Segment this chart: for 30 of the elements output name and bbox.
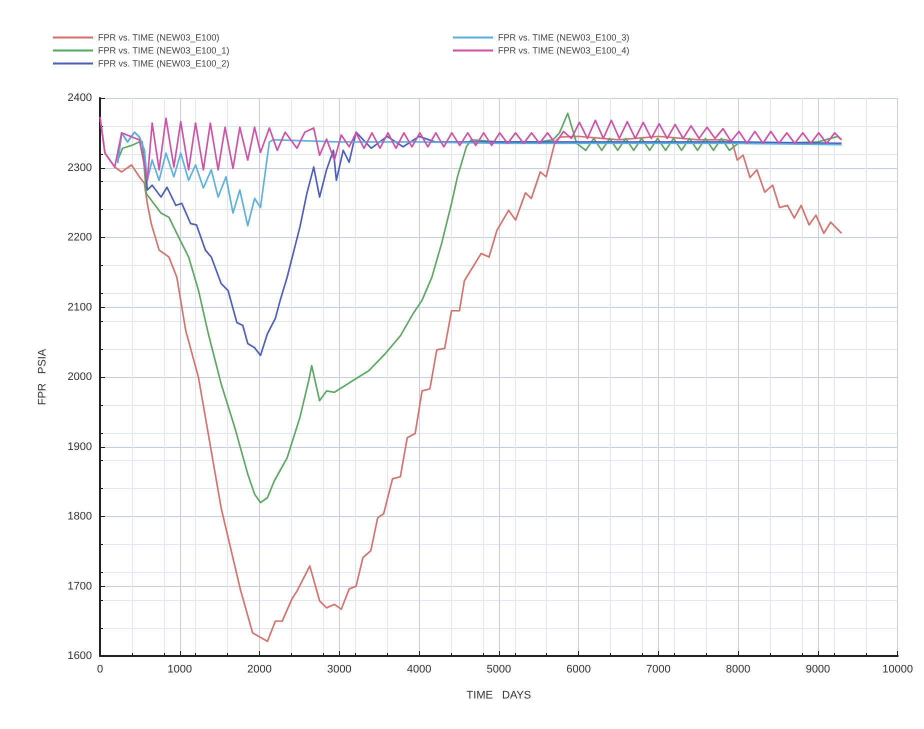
x-tick-label: 1000 — [168, 664, 192, 676]
line-series — [116, 131, 842, 226]
y-tick-label: 1700 — [68, 580, 92, 592]
x-tick-label: 2000 — [247, 664, 272, 676]
legend-label: FPR vs. TIME (NEW03_E100_3) — [498, 32, 630, 42]
x-tick-label: 0 — [96, 664, 104, 676]
legend-label: FPR vs. TIME (NEW03_E100) — [98, 32, 220, 42]
y-tick-label: 1900 — [68, 440, 92, 453]
y-tick-label: 1800 — [68, 510, 92, 522]
x-tick-label: 8000 — [726, 664, 750, 676]
x-tick-label: 5000 — [486, 664, 512, 676]
x-tick-label: 4000 — [406, 664, 432, 676]
legend-label: FPR vs. TIME (NEW03_E100_1) — [98, 46, 230, 56]
x-tick-label: 3000 — [327, 664, 352, 676]
x-tick-label: 10000 — [882, 664, 914, 676]
y-tick-label: 2000 — [68, 371, 92, 383]
legend-label: FPR vs. TIME (NEW03_E100_2) — [98, 58, 230, 68]
line-series — [99, 116, 842, 182]
line-series — [116, 112, 842, 504]
legend-label: FPR vs. TIME (NEW03_E100_4) — [498, 46, 630, 56]
x-tick-label: 6000 — [566, 664, 591, 676]
x-axis-title: TIME DAYS — [466, 690, 532, 702]
y-axis-title: FPR PSIA — [36, 348, 48, 406]
x-tick-label: 9000 — [806, 664, 830, 676]
y-tick-label: 2300 — [68, 162, 92, 174]
x-tick-label: 7000 — [646, 664, 671, 676]
y-tick-label: 2100 — [68, 301, 92, 314]
y-tick-label: 2200 — [68, 232, 92, 244]
y-tick-label: 1600 — [68, 650, 92, 662]
y-tick-label: 2400 — [68, 92, 92, 104]
